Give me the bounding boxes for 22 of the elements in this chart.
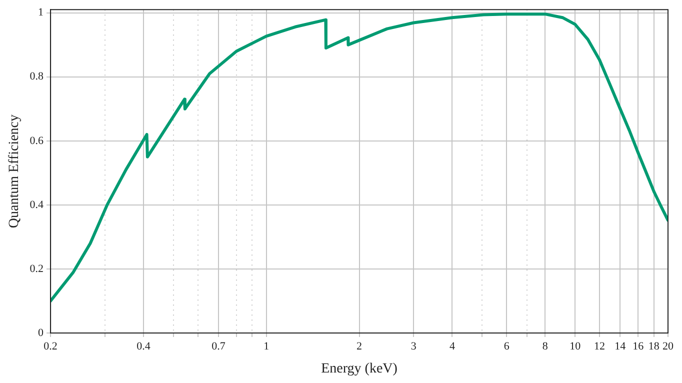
y-tick-label: 1 [38, 6, 44, 19]
x-tick-label: 0.4 [136, 340, 151, 352]
y-tick-label: 0.2 [30, 262, 44, 275]
x-tick-label: 4 [449, 340, 456, 352]
x-tick-label: 18 [648, 340, 660, 352]
x-tick-label: 8 [542, 340, 548, 352]
x-tick-label: 2 [356, 340, 362, 352]
y-tick-label: 0.8 [30, 70, 44, 83]
x-tick-label: 14 [614, 340, 626, 352]
x-tick-label: 0.7 [212, 340, 226, 352]
x-tick-label: 6 [504, 340, 510, 352]
x-tick-label: 3 [410, 340, 417, 352]
x-axis-title: Energy (keV) [321, 361, 398, 376]
y-axis-title: Quantum Efficiency [7, 114, 22, 228]
x-tick-label: 1 [264, 340, 270, 352]
y-tick-label: 0.6 [30, 134, 44, 147]
x-tick-label: 20 [662, 340, 674, 352]
x-tick-label: 10 [570, 340, 582, 352]
y-tick-label: 0.4 [30, 198, 44, 211]
y-tick-label: 0 [38, 326, 44, 339]
x-tick-label: 16 [632, 340, 644, 352]
x-tick-label: 12 [594, 340, 606, 352]
